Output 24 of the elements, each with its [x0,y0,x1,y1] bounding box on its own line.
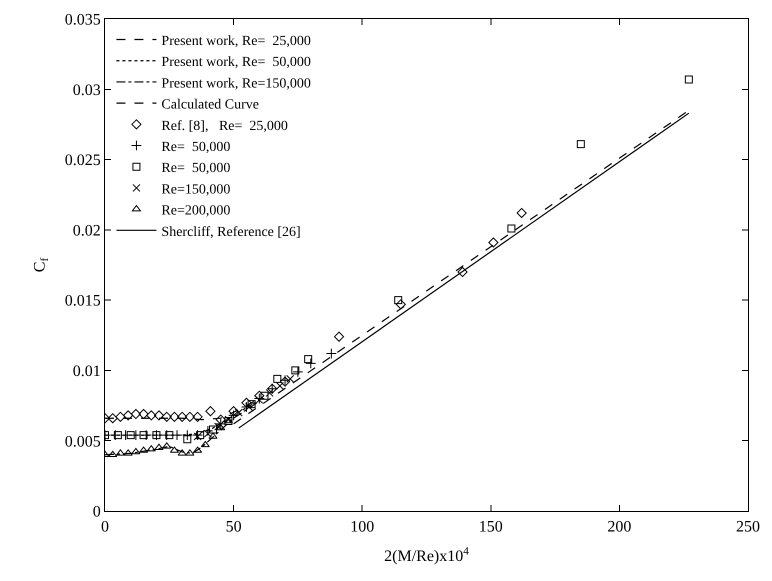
y-tick-label: 0.015 [64,292,101,310]
legend-label: Present work, Re= 25,000 [161,34,311,49]
x-tick-label: 250 [736,518,760,536]
legend-label: Shercliff, Reference [26] [161,224,301,240]
legend-label: Calculated Curve [161,98,260,113]
x-tick-label: 100 [350,518,374,536]
legend-label: Re=150,000 [161,182,230,198]
y-tick-label: 0 [92,504,101,521]
x-tick-label: 50 [226,518,242,536]
legend-label: Re= 50,000 [161,140,230,155]
y-tick-label: 0.02 [72,222,101,240]
x-tick-label: 200 [607,518,632,536]
legend-label: Re= 50,000 [161,161,230,176]
legend-label: Present work, Re=150,000 [161,76,311,92]
x-axis-title: 2(M/Re)x10$^{4}$ [384,545,470,565]
y-tick-label: 0.01 [72,363,101,380]
y-tick-label: 0.035 [64,12,101,29]
y-tick-label: 0.03 [72,82,101,99]
legend-label: Ref. [8], Re= 25,000 [161,118,288,134]
y-tick-label: 0.025 [64,152,101,170]
x-tick-label: 150 [478,518,503,536]
y-tick-label: 0.005 [64,433,101,450]
legend-label: Present work, Re= 50,000 [161,55,311,70]
legend-label: Re=200,000 [161,204,230,219]
